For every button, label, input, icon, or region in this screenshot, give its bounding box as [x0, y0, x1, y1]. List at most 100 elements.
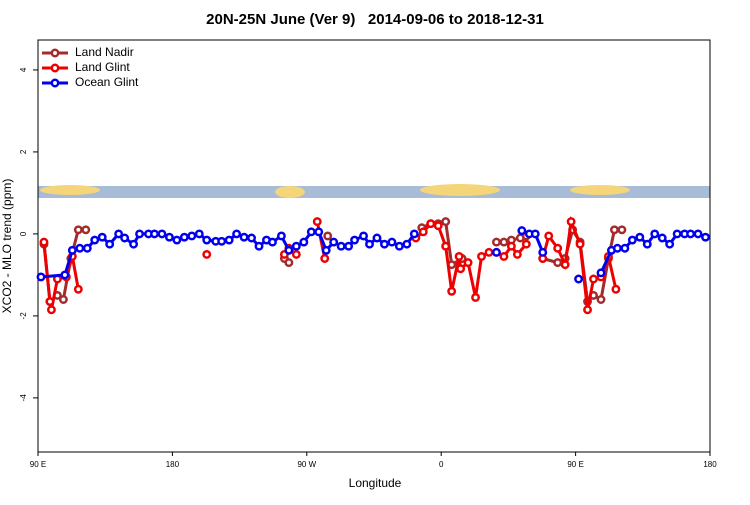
- data-point: [202, 235, 212, 245]
- x-tick-label: 180: [166, 460, 180, 469]
- data-point: [135, 229, 144, 239]
- data-point: [46, 305, 56, 315]
- data-point: [620, 243, 630, 253]
- y-tick-label: 0: [19, 231, 28, 236]
- data-point: [617, 225, 627, 235]
- data-point: [97, 232, 107, 242]
- data-point: [291, 249, 301, 259]
- data-point: [202, 249, 212, 259]
- data-point: [239, 232, 249, 242]
- data-point: [359, 231, 368, 241]
- data-point: [612, 243, 622, 253]
- data-point: [611, 284, 621, 294]
- data-point: [441, 217, 451, 227]
- data-point: [471, 292, 480, 302]
- data-point: [291, 241, 301, 251]
- data-point: [380, 239, 389, 249]
- legend-marker: [50, 63, 60, 73]
- data-point: [164, 232, 174, 242]
- x-tick-label: 90 E: [30, 460, 46, 469]
- y-tick-label: -4: [19, 394, 28, 402]
- data-point: [512, 249, 522, 259]
- data-point: [321, 245, 331, 255]
- data-point: [596, 295, 606, 304]
- data-point: [426, 219, 436, 229]
- data-point: [477, 252, 486, 261]
- data-point: [365, 239, 374, 249]
- data-point: [187, 231, 197, 241]
- data-point: [90, 235, 100, 245]
- data-point: [67, 245, 77, 255]
- x-tick-label: 90 E: [567, 460, 583, 469]
- data-point: [350, 235, 360, 245]
- legend-label: Ocean Glint: [75, 75, 139, 89]
- data-point: [499, 237, 509, 247]
- data-point: [575, 239, 585, 249]
- data-point: [642, 239, 652, 249]
- legend-label: Land Nadir: [75, 45, 134, 59]
- legend-label: Land Glint: [75, 60, 130, 74]
- data-point: [150, 229, 159, 239]
- data-point: [657, 233, 667, 243]
- data-point: [120, 233, 130, 243]
- data-point: [254, 241, 264, 251]
- data-point: [75, 243, 85, 253]
- data-point: [60, 270, 70, 280]
- data-point: [268, 237, 277, 247]
- data-point: [247, 233, 256, 243]
- data-point: [686, 229, 696, 239]
- data-point: [627, 235, 637, 245]
- x-tick-label: 90 W: [297, 460, 316, 469]
- data-point: [114, 229, 124, 239]
- data-point: [323, 231, 333, 241]
- data-point: [499, 252, 509, 261]
- data-point: [36, 272, 46, 282]
- data-point: [553, 258, 563, 268]
- data-point: [492, 237, 501, 247]
- data-point: [566, 217, 576, 227]
- data-point: [517, 226, 527, 236]
- data-point: [73, 284, 83, 294]
- data-point: [217, 236, 227, 246]
- data-point: [402, 239, 412, 249]
- data-point: [583, 305, 592, 315]
- data-point: [329, 237, 339, 247]
- data-point: [306, 227, 316, 237]
- legend-marker: [50, 78, 60, 88]
- data-point: [484, 247, 494, 257]
- data-point: [39, 237, 49, 247]
- data-point: [530, 229, 540, 239]
- data-point: [320, 254, 330, 263]
- data-point: [276, 231, 286, 241]
- data-point: [609, 225, 619, 235]
- data-point: [105, 239, 115, 249]
- data-point: [372, 233, 382, 243]
- data-point: [596, 268, 606, 278]
- plot-frame: [37, 39, 711, 453]
- data-point: [299, 237, 309, 247]
- data-point: [463, 258, 473, 268]
- data-point: [129, 239, 139, 249]
- data-point: [394, 241, 404, 251]
- data-point: [560, 260, 570, 270]
- data-point: [454, 252, 464, 261]
- data-point: [73, 225, 83, 235]
- data-point: [589, 274, 598, 284]
- data-point: [336, 241, 346, 251]
- data-point: [344, 241, 354, 251]
- data-point: [82, 243, 92, 253]
- x-tick-label: 180: [703, 460, 717, 469]
- data-point: [553, 243, 563, 253]
- y-axis-label: XCO2 - MLO trend (ppm): [0, 179, 14, 314]
- data-point: [433, 221, 443, 231]
- data-point: [312, 217, 322, 227]
- data-point: [58, 295, 68, 304]
- data-point: [314, 227, 324, 237]
- data-point: [544, 231, 554, 241]
- data-point: [441, 241, 451, 251]
- data-point: [284, 245, 294, 255]
- data-point: [693, 229, 703, 239]
- data-point: [45, 297, 55, 306]
- data-point: [574, 274, 584, 284]
